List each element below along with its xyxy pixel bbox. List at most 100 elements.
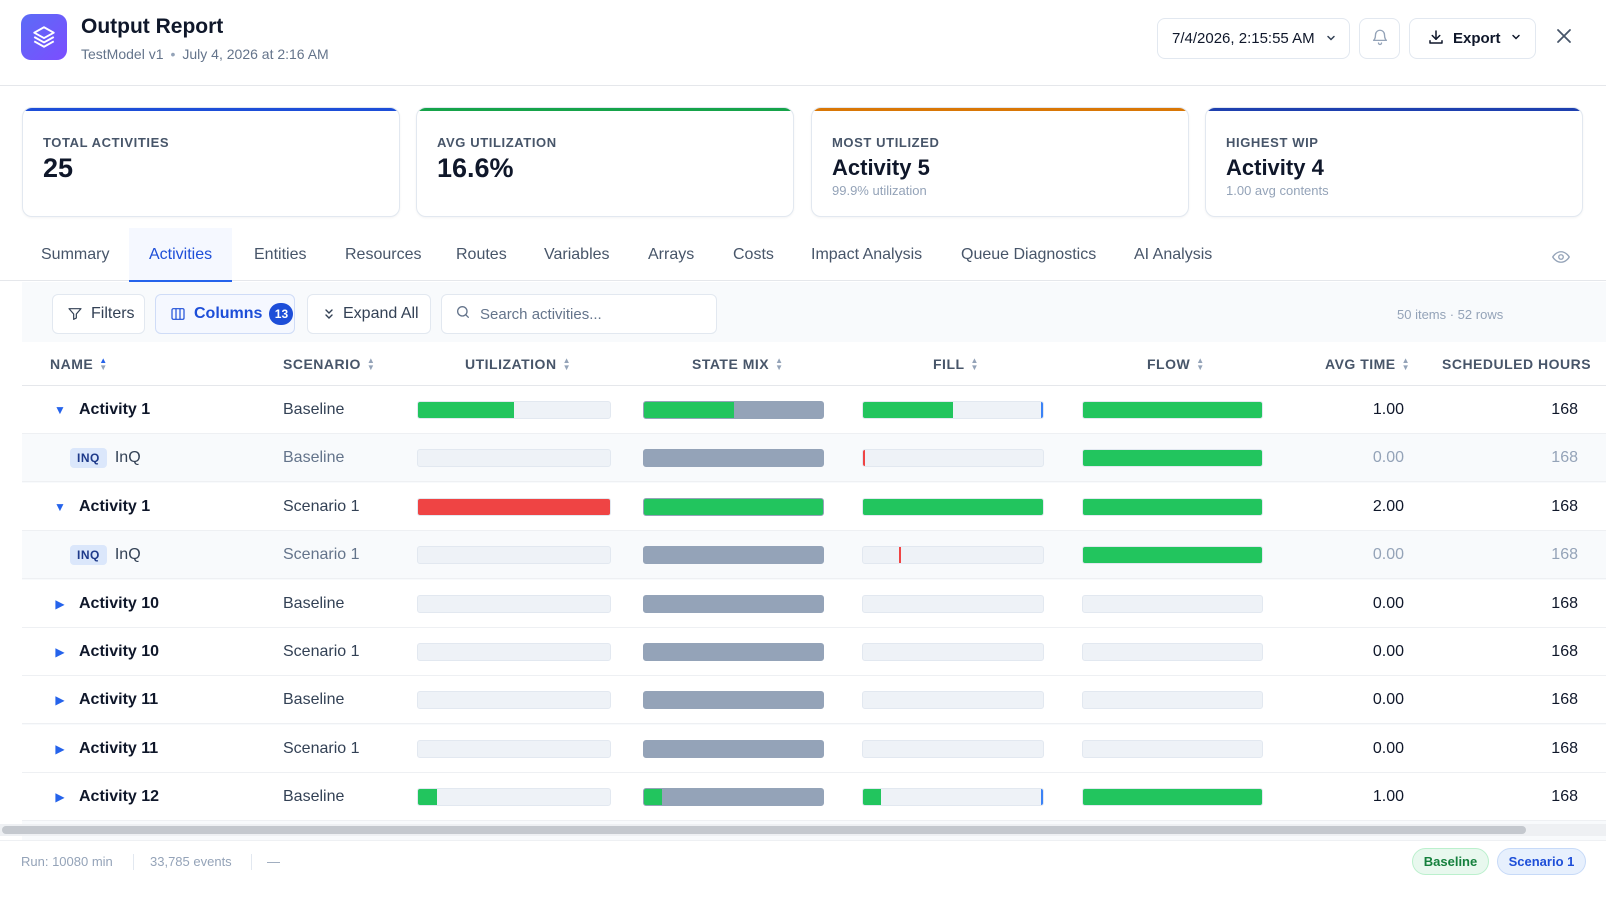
avg-time-cell: 2.00 bbox=[1372, 497, 1404, 515]
columns-button[interactable]: Columns 13 bbox=[155, 294, 295, 334]
table-child-row[interactable]: INQ InQ Scenario 1 0.00 168 bbox=[22, 531, 1606, 580]
utilization-bar bbox=[417, 497, 611, 516]
state-mix-bar bbox=[643, 449, 824, 468]
column-header-scenario[interactable]: SCENARIO ▲ ▼ bbox=[283, 342, 375, 386]
table-row[interactable]: ▶ Activity 11 Scenario 1 0.00 168 bbox=[22, 724, 1606, 773]
avg-time-cell: 1.00 bbox=[1372, 401, 1404, 418]
close-button[interactable] bbox=[1553, 27, 1575, 49]
layers-icon bbox=[21, 14, 67, 60]
column-header-scheduled-hours[interactable]: SCHEDULED HOURS bbox=[1442, 342, 1591, 386]
state-mix-bar bbox=[643, 739, 824, 758]
tab-impact-analysis[interactable]: Impact Analysis bbox=[811, 245, 923, 263]
flow-bar bbox=[1082, 594, 1263, 613]
utilization-bar bbox=[417, 449, 611, 468]
activity-name: Activity 10 bbox=[79, 594, 160, 612]
utilization-bar bbox=[417, 401, 611, 419]
column-header-state-mix[interactable]: STATE MIX ▲ ▼ bbox=[692, 342, 784, 386]
sort-icon: ▲ ▼ bbox=[366, 356, 376, 372]
table-row[interactable]: ▶ Activity 10 Scenario 1 0.00 168 bbox=[22, 628, 1606, 676]
filters-label: Filters bbox=[91, 305, 135, 322]
column-header-label: SCENARIO bbox=[283, 356, 361, 372]
scheduled-hours-cell: 168 bbox=[1551, 449, 1578, 467]
report-tabs: Summary Activities Entities Resources Ro… bbox=[0, 228, 1606, 282]
column-header-name[interactable]: NAME ▲ ▼ bbox=[50, 342, 108, 386]
caret-down-icon[interactable]: ▼ bbox=[54, 403, 66, 417]
state-mix-bar bbox=[643, 788, 824, 807]
expand-all-button[interactable]: Expand All bbox=[307, 294, 431, 334]
caret-right-icon[interactable]: ▶ bbox=[55, 596, 65, 611]
table-row[interactable]: ▶ Activity 12 Baseline 1.00 168 bbox=[22, 773, 1606, 822]
legend-scenario-1[interactable]: Scenario 1 bbox=[1497, 848, 1586, 875]
tab-queue-diagnostics[interactable]: Queue Diagnostics bbox=[961, 245, 1097, 263]
card-value: Activity 4 bbox=[1226, 155, 1324, 180]
tab-entities[interactable]: Entities bbox=[254, 245, 307, 263]
table-row[interactable]: ▶ Activity 11 Baseline 0.00 168 bbox=[22, 676, 1606, 725]
tab-arrays[interactable]: Arrays bbox=[648, 245, 695, 263]
fill-bar bbox=[862, 788, 1044, 807]
columns-label: Columns bbox=[194, 305, 263, 322]
fill-bar bbox=[862, 497, 1044, 516]
caret-down-icon[interactable]: ▼ bbox=[54, 499, 66, 514]
tab-variables[interactable]: Variables bbox=[544, 245, 610, 263]
export-button[interactable]: Export bbox=[1409, 18, 1536, 59]
columns-icon bbox=[170, 306, 186, 322]
avg-time-cell: 0.00 bbox=[1372, 594, 1404, 612]
caret-right-icon[interactable]: ▶ bbox=[55, 741, 65, 756]
caret-right-icon[interactable]: ▶ bbox=[55, 645, 65, 659]
scrollbar-thumb[interactable] bbox=[2, 826, 1526, 834]
name-cell: ▶ Activity 10 bbox=[50, 580, 159, 628]
activity-name: Activity 11 bbox=[79, 739, 159, 757]
table-child-row[interactable]: INQ InQ Baseline 0.00 168 bbox=[22, 434, 1606, 483]
eye-icon[interactable] bbox=[1551, 248, 1573, 266]
close-icon bbox=[1556, 28, 1572, 49]
tab-resources[interactable]: Resources bbox=[345, 245, 422, 263]
activity-name: Activity 1 bbox=[79, 497, 151, 515]
fill-bar bbox=[862, 691, 1044, 710]
column-header-avg-time[interactable]: AVG TIME ▲ ▼ bbox=[1325, 342, 1410, 386]
run-date-selector[interactable]: 7/4/2026, 2:15:55 AM bbox=[1157, 18, 1350, 59]
name-cell: ▶ Activity 12 bbox=[50, 773, 159, 821]
column-header-label: UTILIZATION bbox=[465, 356, 557, 372]
tab-summary[interactable]: Summary bbox=[41, 245, 110, 263]
card-accent bbox=[23, 108, 399, 111]
utilization-bar bbox=[417, 788, 611, 807]
table-row[interactable]: ▼ Activity 1 Baseline 1.00 168 bbox=[22, 386, 1606, 434]
tab-ai-analysis[interactable]: AI Analysis bbox=[1134, 245, 1213, 263]
column-header-fill[interactable]: FILL ▲ ▼ bbox=[933, 342, 979, 386]
card-accent bbox=[812, 108, 1188, 111]
column-header-label: SCHEDULED HOURS bbox=[1442, 356, 1592, 372]
chevron-down-icon bbox=[1510, 30, 1522, 47]
scheduled-hours-cell: 168 bbox=[1551, 643, 1578, 660]
scheduled-hours-cell: 168 bbox=[1551, 401, 1578, 418]
separator-dot: • bbox=[170, 46, 176, 62]
caret-right-icon[interactable]: ▶ bbox=[55, 693, 65, 708]
fill-bar bbox=[862, 401, 1044, 419]
table-row[interactable]: ▼ Activity 1 Scenario 1 2.00 168 bbox=[22, 482, 1606, 531]
scenario-cell: Scenario 1 bbox=[283, 739, 360, 757]
name-cell: ▼ Activity 1 bbox=[50, 483, 150, 531]
search-input[interactable] bbox=[480, 305, 710, 323]
horizontal-scrollbar[interactable] bbox=[0, 824, 1606, 836]
run-duration: Run: 10080 min bbox=[21, 854, 113, 869]
flow-fill bbox=[1083, 789, 1262, 806]
export-label: Export bbox=[1453, 30, 1501, 47]
queue-type-badge: INQ bbox=[70, 545, 107, 566]
items-count: 50 items · 52 rows bbox=[1397, 307, 1504, 322]
fill-bar bbox=[862, 449, 1044, 468]
notifications-button[interactable] bbox=[1359, 18, 1400, 59]
column-header-utilization[interactable]: UTILIZATION ▲ ▼ bbox=[465, 342, 571, 386]
tab-activities[interactable]: Activities bbox=[129, 228, 233, 282]
legend-baseline[interactable]: Baseline bbox=[1412, 848, 1489, 875]
scheduled-hours-cell: 168 bbox=[1551, 788, 1578, 806]
caret-right-icon[interactable]: ▶ bbox=[55, 790, 65, 805]
filters-button[interactable]: Filters bbox=[52, 294, 145, 334]
flow-fill bbox=[1083, 402, 1262, 418]
tab-routes[interactable]: Routes bbox=[456, 245, 507, 263]
table-row[interactable]: ▶ Activity 10 Baseline 0.00 168 bbox=[22, 579, 1606, 628]
scheduled-hours-cell: 168 bbox=[1551, 691, 1578, 709]
filter-icon bbox=[67, 306, 83, 322]
queue-name: InQ bbox=[114, 546, 141, 564]
scenario-cell: Baseline bbox=[283, 594, 345, 612]
tab-costs[interactable]: Costs bbox=[733, 245, 774, 263]
column-header-flow[interactable]: FLOW ▲ ▼ bbox=[1147, 342, 1205, 386]
